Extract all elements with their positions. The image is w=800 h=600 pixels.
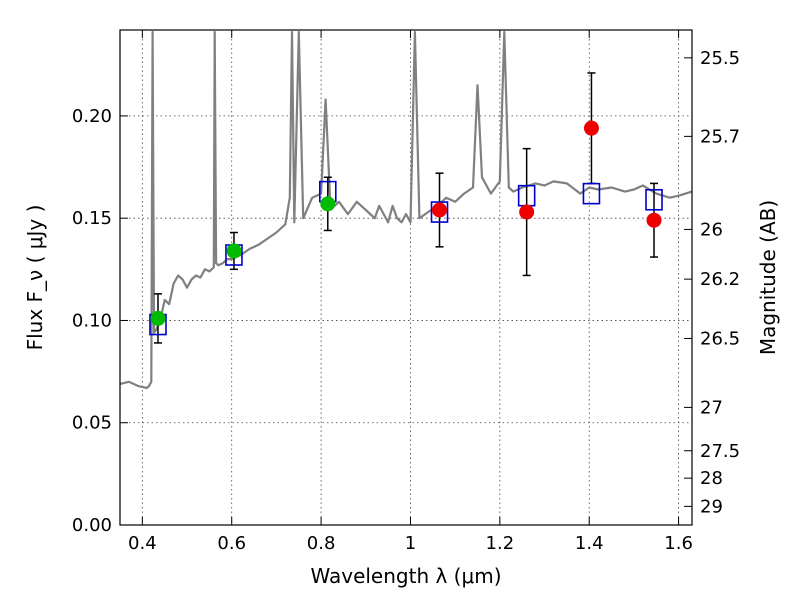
x-tick-label: 1.6 bbox=[664, 533, 693, 554]
y-axis-label: Flux F_ν ( μJy ) bbox=[23, 205, 47, 351]
grid-lines bbox=[120, 30, 692, 526]
x-tick-label: 0.6 bbox=[217, 533, 246, 554]
right-tick-label: 27 bbox=[700, 397, 723, 418]
axis-ticks: 0.4 0.6 0.8 1 1.2 1.4 1.6 0.00 0.05 0.10 0.15 0.20 2… bbox=[72, 30, 740, 554]
right-tick-label: 26 bbox=[700, 219, 723, 240]
right-tick-label: 27.5 bbox=[700, 441, 740, 462]
model-photometry-square bbox=[645, 188, 663, 211]
infrared-data-point bbox=[432, 202, 448, 218]
model-spectrum bbox=[119, 30, 693, 390]
infrared-data-point bbox=[519, 204, 535, 220]
x-tick-label: 0.4 bbox=[128, 533, 157, 554]
data-markers bbox=[149, 120, 663, 336]
model-spectrum-line bbox=[119, 30, 693, 390]
right-tick-label: 26.5 bbox=[700, 328, 740, 349]
optical-data-point bbox=[150, 310, 166, 326]
x-tick-label: 1 bbox=[405, 533, 416, 554]
right-tick-label: 29 bbox=[700, 496, 723, 517]
right-tick-label: 28 bbox=[700, 468, 723, 489]
error-bars bbox=[153, 72, 659, 344]
plot-frame bbox=[119, 29, 693, 526]
model-photometry-square bbox=[430, 201, 449, 223]
optical-data-point bbox=[320, 196, 336, 212]
y-tick-label: 0.15 bbox=[72, 208, 112, 229]
y-tick-label: 0.10 bbox=[72, 310, 112, 331]
right-tick-label: 25.7 bbox=[700, 126, 740, 147]
y-tick-label: 0.20 bbox=[72, 106, 112, 127]
infrared-data-point bbox=[646, 212, 662, 228]
x-tick-label: 0.8 bbox=[307, 533, 336, 554]
infrared-data-point bbox=[583, 120, 599, 136]
x-tick-label: 1.4 bbox=[575, 533, 604, 554]
x-axis-label: Wavelength λ (μm) bbox=[310, 564, 501, 588]
optical-data-point bbox=[226, 243, 242, 259]
y-tick-label: 0.05 bbox=[72, 413, 112, 434]
y-tick-label: 0.00 bbox=[72, 515, 112, 536]
right-axis-label: Magnitude (AB) bbox=[756, 200, 780, 355]
model-photometry-square bbox=[582, 182, 601, 205]
right-tick-label: 25.5 bbox=[700, 48, 740, 69]
x-tick-label: 1.2 bbox=[486, 533, 515, 554]
right-tick-label: 26.2 bbox=[700, 269, 740, 290]
